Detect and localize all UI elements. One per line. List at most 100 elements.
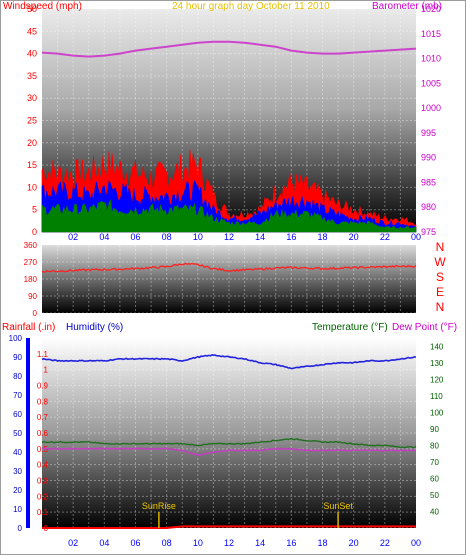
direction-tick-label: 0	[33, 309, 38, 318]
humidity-tick-label: 40	[13, 448, 22, 457]
wind-axis-ticks: 0 5 10 15 20 25 30 35 40 45 50	[27, 4, 37, 237]
direction-axis-ticks: 0 90 180 270 360	[24, 241, 38, 318]
wind-tick-label: 30	[27, 93, 37, 103]
temperature-label: Temperature (°F)	[312, 322, 388, 333]
direction-tick-label: 180	[24, 275, 38, 284]
wind-direction-line	[41, 262, 417, 273]
x-tick-label: 18	[317, 232, 327, 242]
x-tick-label: 08	[162, 538, 172, 548]
barometer-tick-label: 980	[421, 202, 436, 212]
temperature-axis-ticks: 40 50 60 70 80 90 100 110 120 130 140	[430, 342, 444, 516]
x-tick-label: 04	[99, 538, 109, 548]
sunrise-label: SunRise	[142, 501, 176, 511]
wind-tick-label: 10	[27, 182, 37, 192]
wind-series	[41, 40, 417, 233]
compass-letter: E	[436, 285, 444, 299]
x-tick-label: 10	[193, 232, 203, 242]
dew-point-line	[41, 447, 417, 457]
direction-grid	[42, 244, 416, 314]
humidity-tick-label: 30	[13, 467, 22, 476]
barometer-tick-label: 1000	[421, 103, 441, 113]
lower-plot-background	[42, 338, 416, 528]
humidity-tick-label: 70	[13, 391, 22, 400]
wind-tick-label: 5	[32, 205, 37, 215]
x-tick-label: 08	[162, 232, 172, 242]
wind-x-ticks: 02 04 06 08 10 12 14 16 18 20 22 00	[68, 232, 421, 242]
x-tick-label: 02	[68, 232, 78, 242]
temperature-tick-label: 130	[430, 359, 444, 368]
x-tick-label: 06	[130, 538, 140, 548]
temperature-tick-label: 50	[430, 491, 439, 500]
dewpoint-label: Dew Point (°F)	[392, 322, 457, 333]
humidity-tick-label: 80	[13, 372, 22, 381]
rain-tick-label: 0.9	[37, 382, 49, 391]
barometer-tick-label: 1005	[421, 78, 441, 88]
temperature-tick-label: 60	[430, 474, 439, 483]
direction-tick-label: 90	[28, 292, 37, 301]
humidity-line	[41, 354, 417, 370]
compass-letter: N	[436, 300, 445, 314]
temperature-tick-label: 140	[430, 342, 444, 351]
barometer-tick-label: 995	[421, 128, 436, 138]
humidity-label: Humidity (%)	[66, 322, 123, 333]
wind-tick-label: 50	[27, 4, 37, 14]
temperature-tick-label: 70	[430, 458, 439, 467]
x-tick-label: 04	[99, 232, 109, 242]
humidity-tick-label: 0	[18, 524, 23, 533]
lower-x-ticks: 02 04 06 08 10 12 14 16 18 20 22 00	[68, 538, 421, 548]
x-tick-label: 16	[286, 232, 296, 242]
rain-tick-label: 0.3	[37, 477, 49, 486]
x-tick-label: 06	[130, 232, 140, 242]
windspeed-label: Windspeed (mph)	[3, 1, 82, 12]
rain-tick-label: 0.7	[37, 413, 49, 422]
x-tick-label: 00	[411, 232, 421, 242]
temperature-tick-label: 80	[430, 441, 439, 450]
rain-tick-label: 0.8	[37, 397, 49, 406]
barometer-tick-label: 975	[421, 227, 436, 237]
wind-tick-label: 0	[32, 227, 37, 237]
rain-tick-label: 0.1	[37, 508, 49, 517]
temperature-tick-label: 120	[430, 375, 444, 384]
humidity-tick-label: 90	[13, 353, 22, 362]
direction-tick-label: 270	[24, 258, 38, 267]
rainfall-label: Rainfall (.in)	[2, 322, 55, 333]
wind-tick-label: 40	[27, 49, 37, 59]
direction-plot-background	[42, 245, 416, 313]
x-tick-label: 18	[317, 538, 327, 548]
temperature-tick-label: 110	[430, 392, 443, 401]
rain-tick-label: 1.1	[37, 350, 49, 359]
barometer-tick-label: 985	[421, 177, 436, 187]
temperature-tick-label: 40	[430, 507, 439, 516]
wind-tick-label: 25	[27, 116, 37, 126]
x-tick-label: 02	[68, 538, 78, 548]
sunset-label: SunSet	[323, 501, 353, 511]
x-tick-label: 12	[224, 232, 234, 242]
compass-letter: N	[436, 240, 445, 254]
wind-tick-label: 45	[27, 26, 37, 36]
temperature-tick-label: 90	[430, 425, 439, 434]
temperature-line	[41, 437, 417, 449]
wind-tick-label: 20	[27, 138, 37, 148]
wind-tick-label: 15	[27, 160, 37, 170]
compass-letter: S	[436, 270, 444, 284]
barometer-label: Barometer (mb)	[372, 1, 442, 12]
humidity-tick-label: 100	[9, 334, 23, 343]
temperature-tick-label: 100	[430, 408, 444, 417]
wind-tick-label: 35	[27, 71, 37, 81]
direction-tick-label: 360	[24, 241, 38, 250]
direction-series	[41, 262, 417, 273]
barometer-tick-label: 1015	[421, 29, 441, 39]
x-tick-label: 10	[193, 538, 203, 548]
x-tick-label: 20	[349, 232, 359, 242]
x-tick-label: 22	[380, 538, 390, 548]
sun-events: SunRise SunSet	[142, 501, 353, 528]
x-tick-label: 14	[255, 232, 265, 242]
x-tick-label: 20	[349, 538, 359, 548]
barometer-axis-ticks: 975 980 985 990 995 1000 1005 1010 1015 1020	[421, 4, 441, 237]
x-tick-label: 00	[411, 538, 421, 548]
barometer-tick-label: 1010	[421, 54, 441, 64]
barometer-line	[41, 40, 417, 58]
humidity-tick-label: 10	[13, 505, 22, 514]
x-tick-label: 16	[286, 538, 296, 548]
